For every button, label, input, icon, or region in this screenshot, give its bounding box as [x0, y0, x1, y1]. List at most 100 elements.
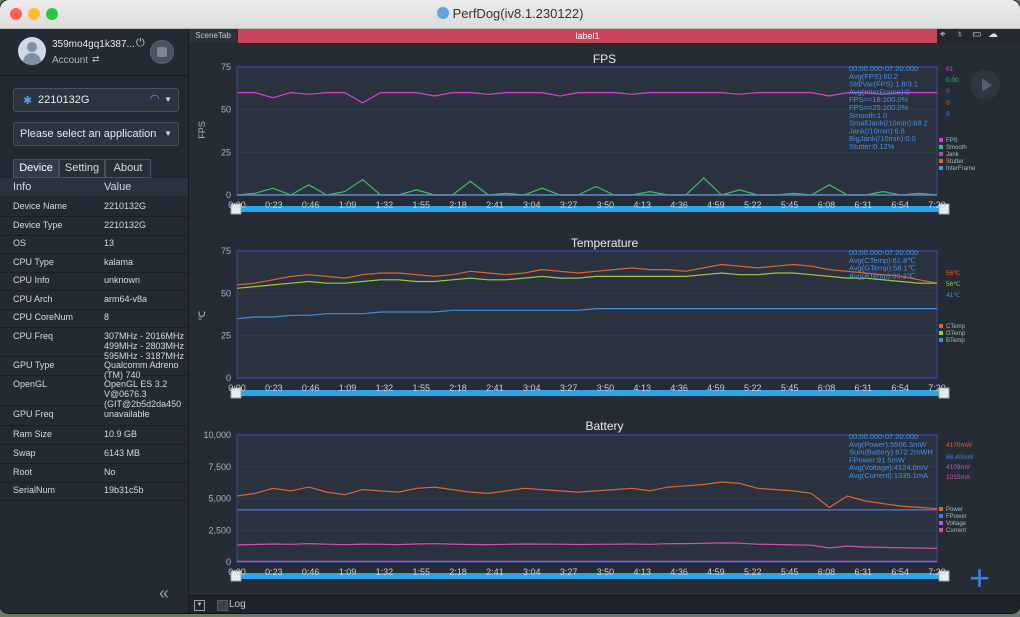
x-tick-label: 5:22: [744, 383, 762, 393]
x-tick-label: 3:27: [560, 383, 578, 393]
x-tick-label: 4:59: [707, 567, 725, 577]
info-key: CPU Type: [13, 257, 54, 267]
slider-handle-left[interactable]: [230, 203, 242, 215]
info-row: Swap 6143 MB: [0, 444, 188, 464]
location-icon[interactable]: ⌖: [940, 29, 946, 40]
chart-2: [230, 434, 950, 582]
legend-swatch: [939, 324, 943, 328]
x-tick-label: 5:45: [781, 200, 799, 210]
scene-tab[interactable]: SceneTab: [189, 29, 237, 43]
info-key: CPU Freq: [13, 331, 54, 341]
log-checkbox[interactable]: [217, 600, 228, 611]
current-value: 56℃: [946, 270, 961, 277]
pin-icon[interactable]: ♁: [956, 29, 964, 40]
x-tick-label: 0:23: [265, 200, 283, 210]
x-tick-label: 6:54: [891, 383, 909, 393]
legend-swatch: [939, 507, 943, 511]
device-select[interactable]: ✱ 2210132G ◠ ▼: [13, 88, 179, 112]
charts-svg[interactable]: 0 25 50 75 FPS 0:00 0:23 0:46 1:09 1:32 1:55 2:18 2:…: [189, 44, 1020, 595]
x-tick-label: 3:04: [523, 567, 541, 577]
stat-line: Stutter:0.12%: [849, 142, 895, 151]
series-line-gtemp: [236, 272, 937, 289]
avatar[interactable]: [18, 37, 46, 65]
chart-title-fps: FPS: [592, 52, 617, 66]
chart-title-battery: Battery: [585, 419, 624, 433]
stat-line: 00:00.000-07:20.000: [849, 432, 918, 441]
x-tick-label: 1:09: [339, 383, 357, 393]
divider: [0, 75, 188, 76]
y-axis-label: FPS: [197, 121, 207, 139]
chevron-down-icon: ▼: [164, 95, 172, 104]
y-tick-label: 75: [221, 246, 231, 256]
label-bar[interactable]: label1: [238, 29, 937, 43]
current-value: 0: [946, 100, 950, 107]
time-range-slider[interactable]: [237, 206, 945, 212]
collapse-sidebar-icon[interactable]: «: [159, 583, 170, 603]
legend-label: Jank: [946, 152, 960, 158]
info-key: Device Type: [13, 220, 63, 230]
info-value: 6143 MB: [104, 448, 141, 458]
account-switch-icon[interactable]: ⇄: [92, 54, 100, 64]
slider-handle-left[interactable]: [230, 387, 242, 399]
y-tick-label: 0: [226, 373, 231, 383]
legend-swatch: [939, 521, 943, 525]
sidebar-tabs: Device Setting About: [13, 159, 177, 178]
info-value: Qualcomm Adreno (TM) 740: [104, 360, 179, 380]
legend-label: Smooth: [946, 145, 967, 151]
maximize-window-button[interactable]: [46, 8, 58, 20]
info-key: CPU Info: [13, 275, 50, 285]
slider-handle-right[interactable]: [938, 203, 950, 215]
plot-area: [236, 66, 938, 196]
slider-handle-right[interactable]: [938, 387, 950, 399]
account-label[interactable]: Account: [52, 55, 89, 66]
legend-label: Power: [946, 507, 963, 513]
x-tick-label: 7:20: [928, 383, 946, 393]
x-tick-label: 6:54: [891, 200, 909, 210]
play-icon[interactable]: [970, 70, 1000, 100]
x-tick-label: 6:08: [818, 383, 836, 393]
info-value: 2210132G: [104, 220, 147, 230]
stat-line: BigJank(/10min):0.0: [849, 134, 916, 143]
add-chart-icon[interactable]: +: [969, 557, 991, 598]
folder-icon[interactable]: ▭: [972, 29, 982, 40]
legend-label: FPS: [946, 138, 958, 144]
x-tick-label: 4:13: [633, 383, 651, 393]
time-range-slider[interactable]: [237, 573, 945, 579]
stat-line: FPower:91.5mW: [849, 455, 906, 464]
tab-device[interactable]: Device: [13, 159, 59, 178]
wifi-icon: ◠: [150, 93, 160, 105]
logout-icon[interactable]: ⏻: [136, 37, 145, 49]
x-tick-label: 0:23: [265, 383, 283, 393]
stat-line: SmallJank(/10min):68.2: [849, 119, 928, 128]
charts-area: FPS Temperature Battery 0 25 50 75 FPS 0:00 0:…: [189, 44, 1020, 598]
close-window-button[interactable]: [10, 8, 22, 20]
info-value: unknown: [104, 275, 141, 285]
toggle-panel-icon[interactable]: ▼: [194, 600, 205, 611]
info-column-header: Info: [13, 181, 32, 193]
main-panel: SceneTab label1 ⌖ ♁ ▭ ☁ FPS Temperature …: [189, 29, 1020, 613]
slider-handle-left[interactable]: [230, 570, 242, 582]
y-axis-label: ℃: [197, 311, 207, 321]
app-select-placeholder: Please select an application: [20, 128, 157, 140]
info-value: unavailable: [104, 409, 150, 419]
record-button[interactable]: [150, 40, 174, 64]
app-select[interactable]: Please select an application ▼: [13, 122, 179, 146]
legend-swatch: [939, 514, 943, 518]
x-tick-label: 4:13: [633, 567, 651, 577]
time-range-slider[interactable]: [237, 390, 945, 396]
tab-about[interactable]: About: [105, 159, 151, 178]
stat-line: 00:00.000-07:20.000: [849, 64, 918, 73]
legend-swatch: [939, 159, 943, 163]
minimize-window-button[interactable]: [28, 8, 40, 20]
x-tick-label: 3:04: [523, 200, 541, 210]
x-tick-label: 6:31: [855, 200, 873, 210]
cloud-icon[interactable]: ☁: [988, 29, 998, 40]
current-value: 4109mV: [946, 464, 971, 471]
chevron-down-icon: ▼: [164, 129, 172, 138]
slider-handle-right[interactable]: [938, 570, 950, 582]
info-row: Device Name 2210132G: [0, 197, 188, 217]
bottom-bar: ▼ Log: [189, 595, 1020, 613]
tab-setting[interactable]: Setting: [59, 159, 105, 178]
legend-swatch: [939, 152, 943, 156]
x-tick-label: 0:46: [302, 383, 320, 393]
